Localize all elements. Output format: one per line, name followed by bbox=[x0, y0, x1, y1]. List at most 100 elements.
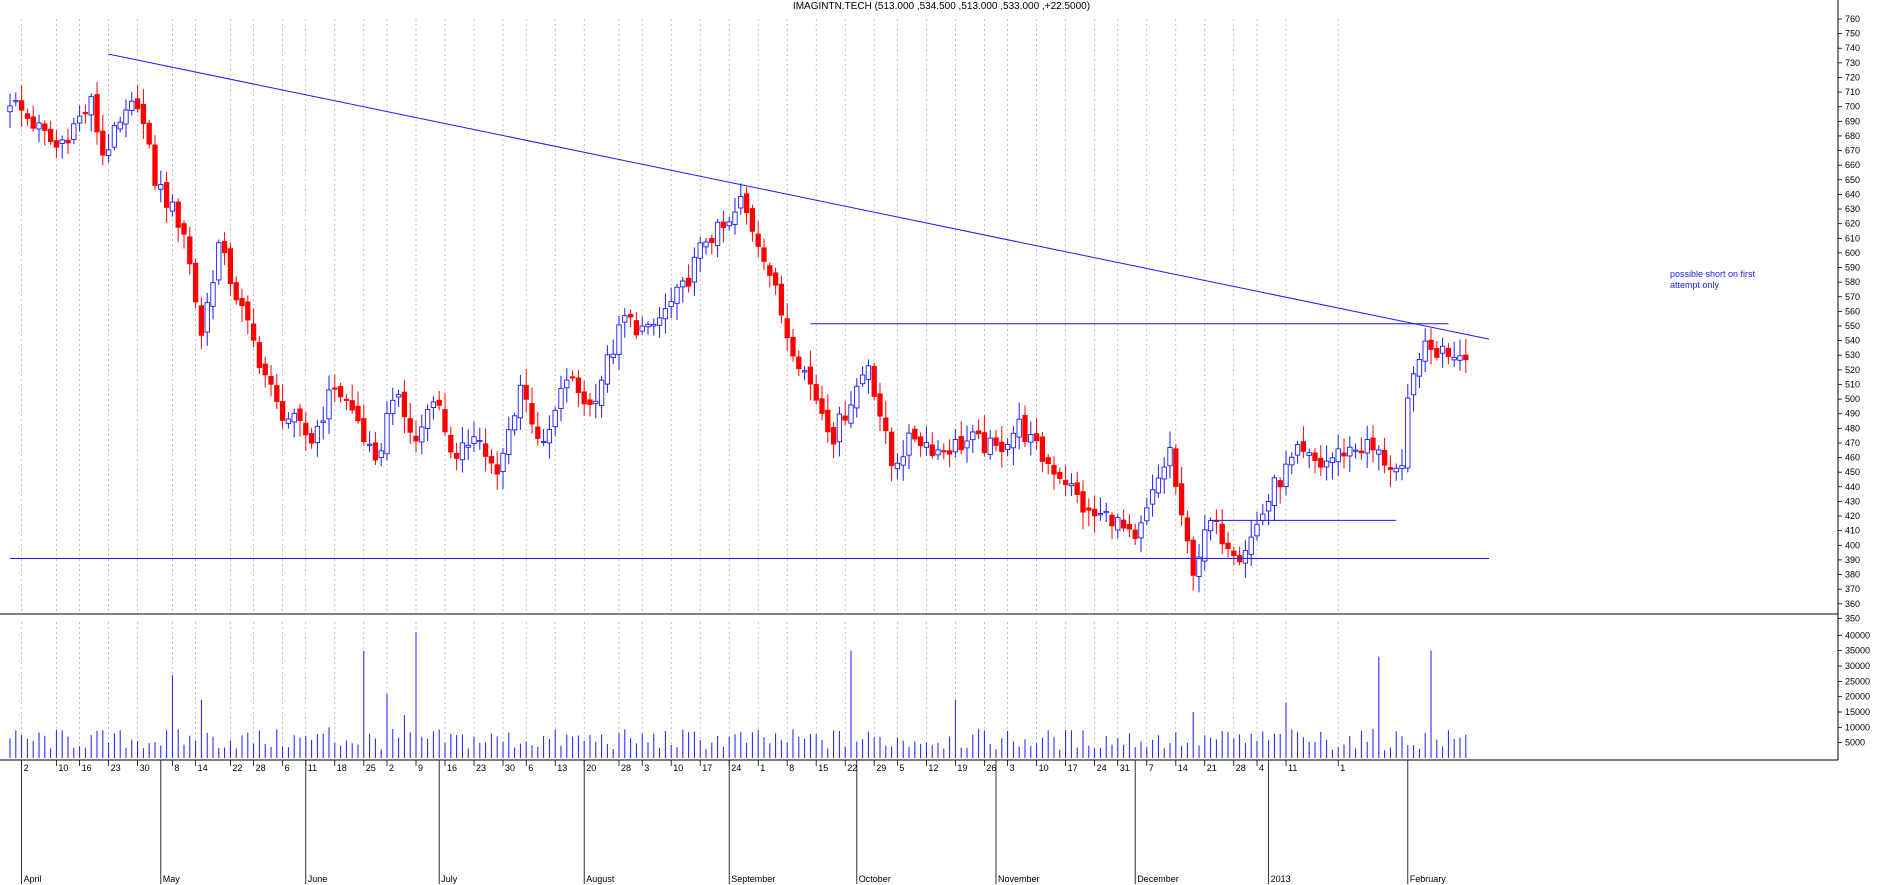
x-day-label: 24 bbox=[731, 763, 741, 773]
candle-body bbox=[24, 113, 31, 119]
candle-body bbox=[233, 282, 239, 301]
candle-body bbox=[883, 417, 889, 432]
candle-body bbox=[1062, 479, 1069, 486]
price-tick-label: 580 bbox=[1845, 277, 1860, 287]
candle-body bbox=[662, 308, 669, 320]
x-day-label: 16 bbox=[447, 763, 457, 773]
price-tick-label: 500 bbox=[1845, 394, 1860, 404]
chart-title: IMAGINTN.TECH (513.000 ,534.500 ,513.000… bbox=[792, 1, 1091, 12]
candle-body bbox=[88, 96, 94, 116]
candle-body bbox=[726, 221, 732, 227]
price-tick-label: 700 bbox=[1845, 102, 1860, 112]
candle-body bbox=[836, 413, 843, 443]
candle-body bbox=[1445, 347, 1452, 357]
x-month-label: October bbox=[859, 874, 891, 884]
x-day-label: 3 bbox=[1010, 763, 1015, 773]
candle-body bbox=[82, 112, 89, 115]
candle-body bbox=[221, 241, 228, 254]
x-day-label: 5 bbox=[899, 763, 904, 773]
candle-body bbox=[627, 313, 634, 318]
candle-body bbox=[749, 208, 756, 232]
candle-body bbox=[134, 98, 141, 110]
x-day-label: 18 bbox=[337, 763, 347, 773]
candle-body bbox=[720, 221, 727, 229]
candle-body bbox=[1132, 529, 1138, 539]
x-day-label: 24 bbox=[1097, 763, 1107, 773]
candle-body bbox=[1033, 433, 1040, 442]
candle-body bbox=[366, 443, 373, 446]
candle-body bbox=[1323, 460, 1330, 468]
candle-body bbox=[1271, 477, 1278, 506]
trendline bbox=[108, 53, 1490, 340]
candle-body bbox=[946, 450, 953, 455]
candle-body bbox=[1416, 358, 1423, 377]
price-tick-label: 520 bbox=[1845, 365, 1860, 375]
candle-body bbox=[105, 149, 112, 156]
x-day-label: 19 bbox=[957, 763, 967, 773]
candle-body bbox=[349, 400, 355, 411]
candle-body bbox=[784, 318, 790, 339]
candle-body bbox=[593, 400, 599, 405]
x-day-label: 8 bbox=[789, 763, 794, 773]
candle-body bbox=[1202, 529, 1208, 562]
x-day-label: 21 bbox=[1207, 763, 1217, 773]
x-day-label: 29 bbox=[876, 763, 886, 773]
price-tick-label: 440 bbox=[1845, 482, 1860, 492]
price-tick-label: 750 bbox=[1845, 29, 1860, 39]
candle-body bbox=[53, 140, 60, 148]
candle-body bbox=[1439, 345, 1446, 354]
candle-body bbox=[181, 223, 187, 235]
candle-body bbox=[1410, 373, 1417, 396]
candle-body bbox=[1248, 536, 1254, 555]
candle-body bbox=[18, 100, 25, 111]
price-tick-label: 420 bbox=[1845, 511, 1860, 521]
candle-body bbox=[1045, 457, 1051, 465]
candle-body bbox=[854, 385, 860, 409]
candle-body bbox=[100, 130, 106, 156]
candle-body bbox=[656, 317, 663, 326]
candle-body bbox=[314, 425, 321, 444]
candle-body bbox=[674, 286, 680, 304]
candle-body bbox=[227, 248, 234, 285]
x-day-label: 22 bbox=[232, 763, 242, 773]
candle-body bbox=[407, 418, 413, 433]
candle-body bbox=[546, 429, 553, 444]
candle-body bbox=[152, 144, 158, 186]
x-day-label: 26 bbox=[986, 763, 996, 773]
x-day-label: 28 bbox=[256, 763, 266, 773]
candle-body bbox=[1115, 517, 1121, 531]
candle-body bbox=[1376, 449, 1382, 455]
candle-body bbox=[245, 301, 251, 321]
candle-body bbox=[1149, 489, 1156, 505]
candle-body bbox=[772, 272, 779, 286]
candle-body bbox=[529, 403, 535, 425]
candle-body bbox=[941, 450, 947, 453]
candle-body bbox=[691, 256, 698, 283]
candle-body bbox=[697, 242, 703, 259]
candle-body bbox=[813, 384, 819, 401]
candle-body bbox=[819, 398, 825, 414]
x-day-label: 14 bbox=[198, 763, 208, 773]
price-tick-label: 760 bbox=[1845, 14, 1860, 24]
candle-body bbox=[778, 283, 785, 316]
candle-body bbox=[871, 366, 877, 397]
price-tick-label: 570 bbox=[1845, 292, 1860, 302]
candle-body bbox=[343, 398, 350, 401]
candle-body bbox=[1167, 447, 1173, 467]
price-tick-label: 400 bbox=[1845, 540, 1860, 550]
candle-body bbox=[575, 377, 582, 394]
candle-body bbox=[581, 391, 587, 405]
candle-body bbox=[1289, 456, 1295, 466]
candle-body bbox=[303, 422, 309, 436]
candle-body bbox=[859, 374, 866, 385]
candle-body bbox=[622, 315, 628, 323]
price-tick-label: 630 bbox=[1845, 204, 1860, 214]
candle-body bbox=[442, 409, 448, 433]
candle-body bbox=[511, 415, 518, 431]
candle-body bbox=[685, 277, 692, 287]
price-tick-label: 620 bbox=[1845, 219, 1860, 229]
candle-body bbox=[71, 123, 77, 140]
candle-body bbox=[482, 443, 489, 457]
candle-body bbox=[1225, 542, 1231, 549]
price-tick-label: 490 bbox=[1845, 409, 1860, 419]
